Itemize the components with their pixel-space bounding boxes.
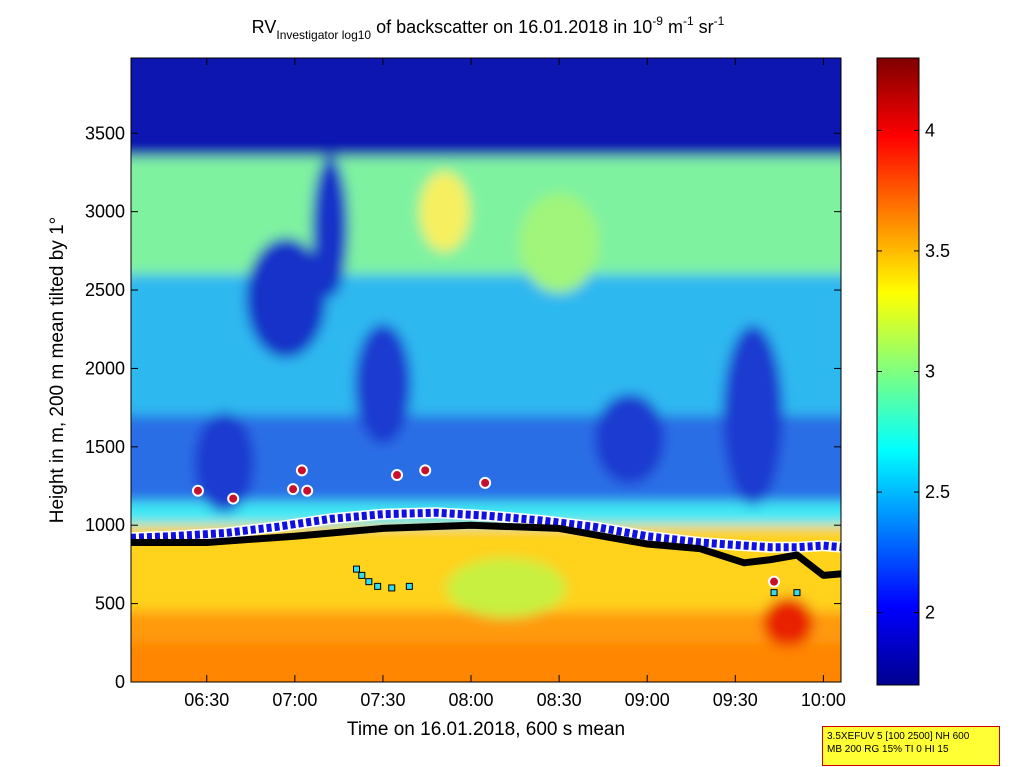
colorbar-ticks: 2 2.5 3 3.5 4 <box>877 120 950 623</box>
colorbar-gradient <box>876 57 920 686</box>
field-blob <box>246 237 327 358</box>
field-smooth <box>131 58 841 682</box>
field-band-upper <box>131 156 841 275</box>
field-blob <box>419 171 470 252</box>
y-tick-label: 2000 <box>85 358 125 378</box>
x-tick-label: 09:00 <box>625 690 670 710</box>
colorbar: 2 2.5 3 3.5 4 <box>876 57 950 686</box>
x-tick-label: 08:30 <box>537 690 582 710</box>
colorbar-tick-label: 3.5 <box>925 241 950 261</box>
field-blob <box>312 157 349 298</box>
cloud-base-line <box>131 508 841 552</box>
field-blob <box>354 324 411 445</box>
x-axis: 06:30 07:00 07:30 08:00 08:30 09:00 09:30 10:00 <box>184 58 846 710</box>
colorbar-tick-label: 2.5 <box>925 482 950 502</box>
field-band-bottom <box>131 642 841 682</box>
field-blob <box>722 325 783 506</box>
elevated-layer-point <box>295 464 308 477</box>
elevated-layer-point <box>287 483 300 496</box>
x-axis-label: Time on 16.01.2018, 600 s mean <box>347 719 625 740</box>
elevated-layer-point <box>391 469 404 482</box>
x-tick-label: 07:30 <box>360 690 405 710</box>
backscatter-field <box>131 58 841 682</box>
y-axis-label: Height in m, 200 m mean tilted by 1° <box>47 217 68 523</box>
y-tick-label: 500 <box>95 594 125 614</box>
x-tick-label: 08:00 <box>449 690 494 710</box>
elevated-layer-point <box>768 575 781 588</box>
info-line-2: MB 200 RG 15% TI 0 HI 15 <box>827 744 949 755</box>
elevated-layer-point <box>479 476 492 489</box>
elevated-layer-point <box>419 464 432 477</box>
layer-detection-lines <box>131 507 841 579</box>
lower-layer-point <box>793 589 801 597</box>
field-blob <box>446 557 567 618</box>
plot-frame <box>130 57 842 683</box>
boundary-layer-line <box>131 521 841 579</box>
y-tick-label: 1000 <box>85 515 125 535</box>
chart-title: RVInvestigator log10 of backscatter on 1… <box>252 14 725 42</box>
y-tick-label: 0 <box>115 672 125 692</box>
field-band-top <box>131 58 841 157</box>
field-blob <box>763 597 814 648</box>
processing-info-box: 3.5XEFUV 5 [100 2500] NH 600 MB 200 RG 1… <box>822 726 1000 766</box>
x-tick-label: 07:00 <box>272 690 317 710</box>
y-tick-label: 3000 <box>85 202 125 222</box>
lower-layer-point <box>365 578 373 586</box>
y-tick-label: 2500 <box>85 280 125 300</box>
x-tick-label: 09:30 <box>713 690 758 710</box>
colorbar-tick-label: 3 <box>925 362 935 382</box>
lower-layer-point <box>388 584 396 592</box>
x-tick-label: 06:30 <box>184 690 229 710</box>
info-line-1: 3.5XEFUV 5 [100 2500] NH 600 <box>827 731 970 742</box>
lower-layer-point <box>770 589 778 597</box>
elevated-layer-point <box>227 492 240 505</box>
y-axis: 0 500 1000 1500 2000 2500 3000 3500 <box>85 123 841 692</box>
y-tick-label: 1500 <box>85 437 125 457</box>
elevated-layer-point <box>191 484 204 497</box>
lower-layer-point <box>353 565 361 573</box>
field-blob <box>519 193 600 294</box>
y-tick-label: 3500 <box>85 123 125 143</box>
lower-layer-point <box>374 582 382 590</box>
field-blob <box>594 393 665 484</box>
lower-layer-point <box>405 582 413 590</box>
lower-layer-point <box>358 571 366 579</box>
colorbar-tick-label: 4 <box>925 120 935 140</box>
field-blob <box>194 412 255 513</box>
elevated-layer-point <box>301 484 314 497</box>
layer-detection-points <box>191 464 801 597</box>
colorbar-tick-label: 2 <box>925 603 935 623</box>
plot-area <box>131 58 841 682</box>
x-tick-label: 10:00 <box>801 690 846 710</box>
